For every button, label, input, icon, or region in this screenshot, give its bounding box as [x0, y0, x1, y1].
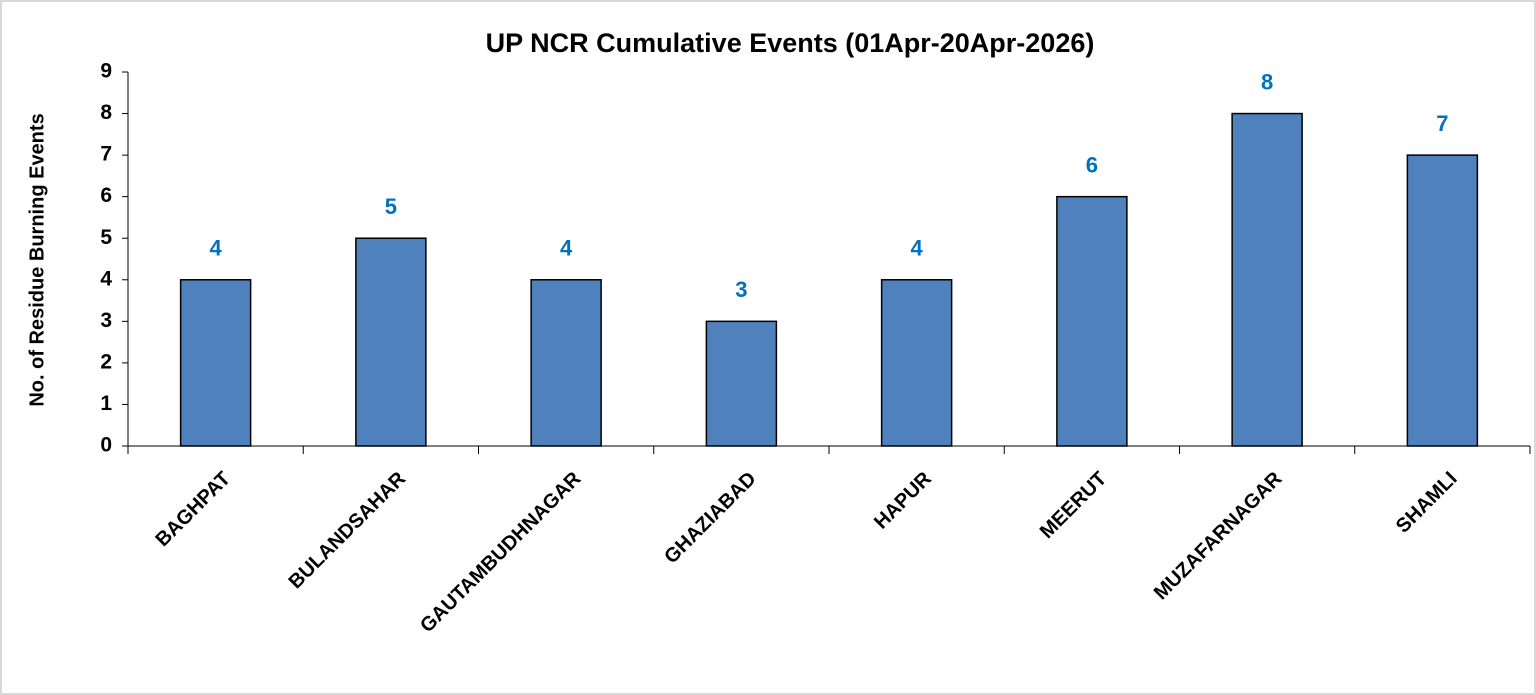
data-label: 4 — [210, 236, 223, 261]
bar — [530, 279, 602, 447]
chart-title: UP NCR Cumulative Events (01Apr-20Apr-20… — [486, 28, 1095, 58]
bar — [355, 237, 427, 447]
y-tick-label: 3 — [100, 309, 112, 332]
y-tick-label: 2 — [100, 350, 112, 373]
data-label: 6 — [1086, 152, 1098, 177]
y-tick-label: 7 — [100, 143, 112, 166]
y-tick-label: 6 — [100, 184, 112, 207]
data-label: 4 — [911, 236, 924, 261]
bar — [705, 320, 778, 447]
bar — [1406, 154, 1479, 447]
data-label: 7 — [1436, 111, 1448, 136]
y-tick-label: 0 — [100, 434, 112, 457]
data-label: 4 — [560, 236, 573, 261]
data-label: 3 — [735, 277, 747, 302]
y-tick-label: 1 — [100, 392, 112, 415]
data-label: 5 — [385, 194, 397, 219]
y-tick-label: 8 — [100, 101, 112, 124]
bar — [1056, 195, 1128, 447]
bar — [179, 279, 252, 447]
bar — [1231, 112, 1303, 447]
bar — [880, 279, 953, 447]
y-axis-label: No. of Residue Burning Events — [26, 113, 48, 406]
y-tick-label: 4 — [100, 267, 112, 290]
data-label: 8 — [1261, 69, 1273, 94]
y-tick-label: 9 — [100, 60, 112, 83]
y-tick-label: 5 — [100, 226, 112, 249]
